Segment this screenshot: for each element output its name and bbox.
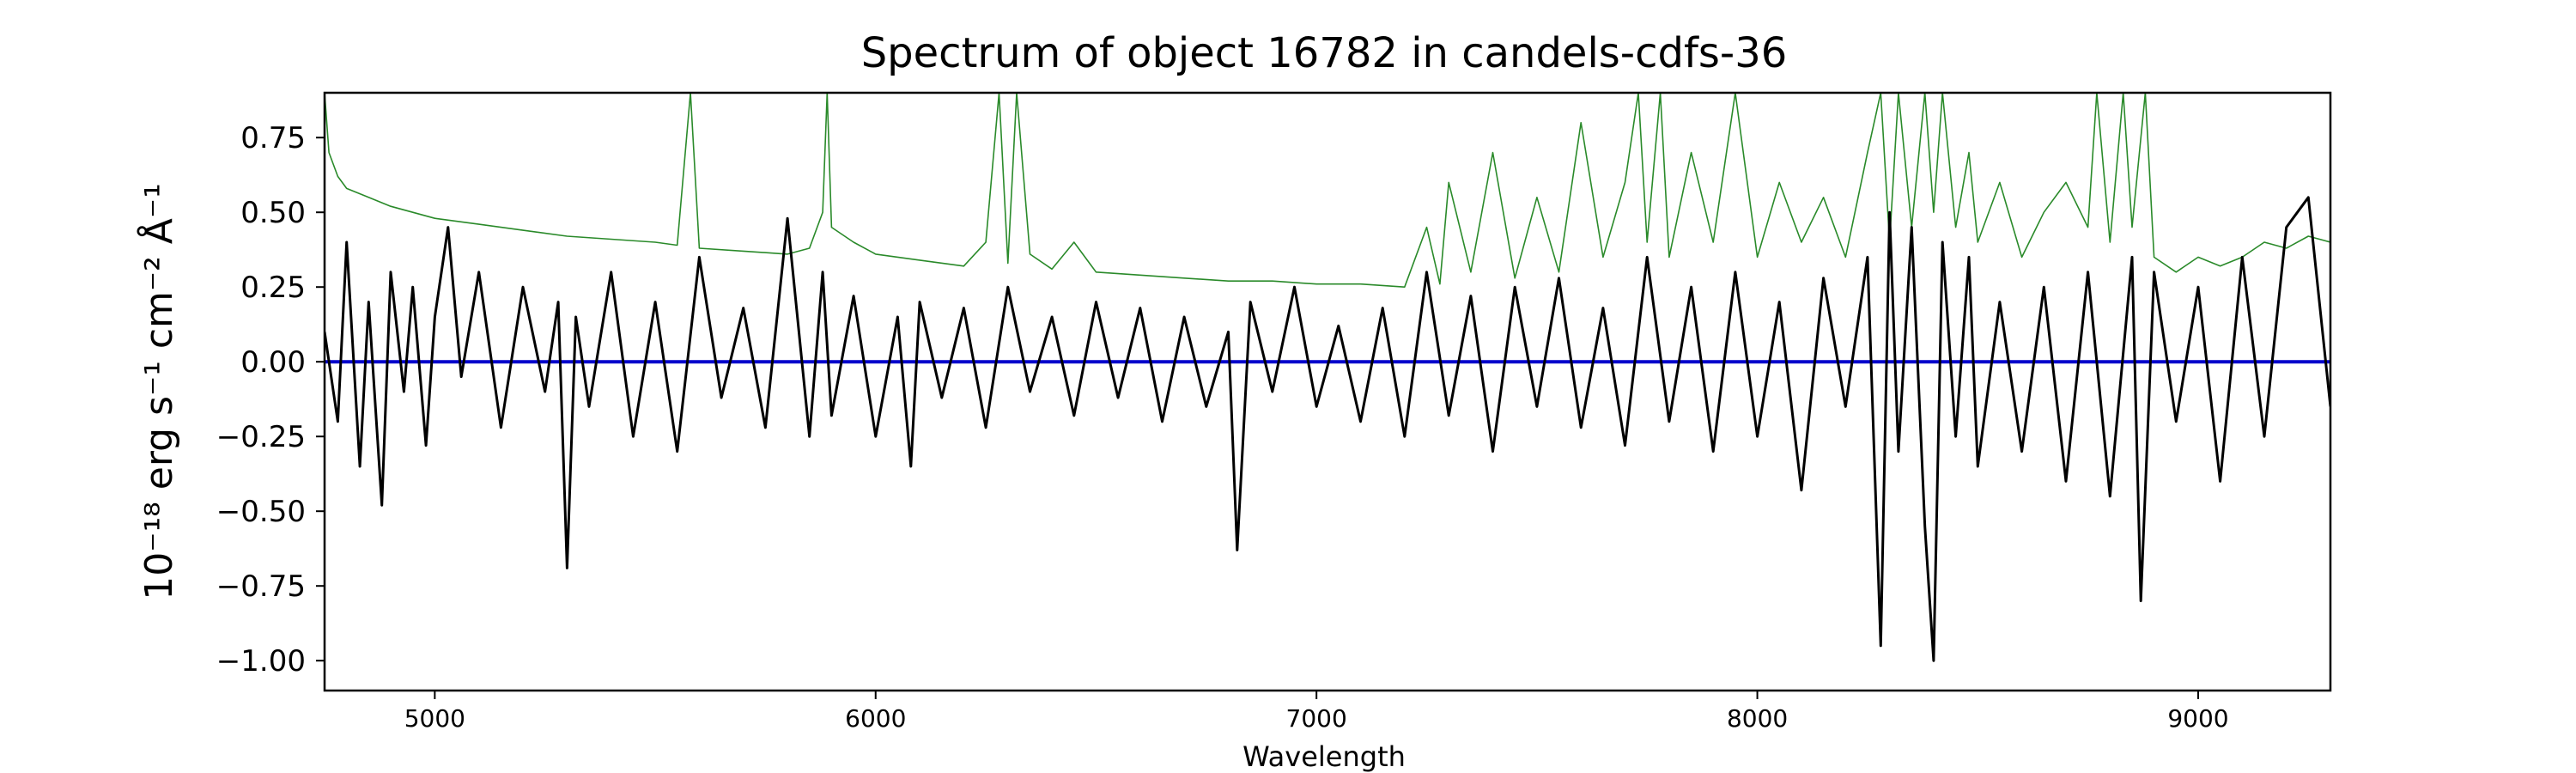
x-tick-label: 5000 <box>404 704 465 733</box>
y-tick-label: 0.25 <box>240 271 306 305</box>
y-tick-label: 0.00 <box>240 345 306 380</box>
x-axis-label: Wavelength <box>1242 740 1406 773</box>
y-tick-label: −0.25 <box>216 420 306 454</box>
y-tick-label: −1.00 <box>216 644 306 679</box>
flux-series-line <box>325 196 2330 662</box>
y-tick-label: 0.50 <box>240 196 306 230</box>
x-tick-label: 7000 <box>1286 704 1347 733</box>
y-tick-label: 0.75 <box>240 121 306 155</box>
chart-title: Spectrum of object 16782 in candels-cdfs… <box>861 29 1788 77</box>
y-axis: −1.00 −0.75 −0.50 −0.25 0.00 0.25 0.50 0.75 <box>216 121 325 679</box>
x-tick-label: 6000 <box>845 704 906 733</box>
y-tick-label: −0.50 <box>216 495 306 529</box>
x-axis: 5000 6000 7000 8000 9000 <box>404 691 2229 733</box>
y-axis-label: 10⁻¹⁸ erg s⁻¹ cm⁻² Å⁻¹ <box>136 183 181 600</box>
x-tick-label: 8000 <box>1727 704 1788 733</box>
plot-frame <box>323 91 2332 692</box>
x-tick-label: 9000 <box>2167 704 2228 733</box>
y-tick-label: −0.75 <box>216 569 306 604</box>
noise-series-line <box>325 93 2330 289</box>
